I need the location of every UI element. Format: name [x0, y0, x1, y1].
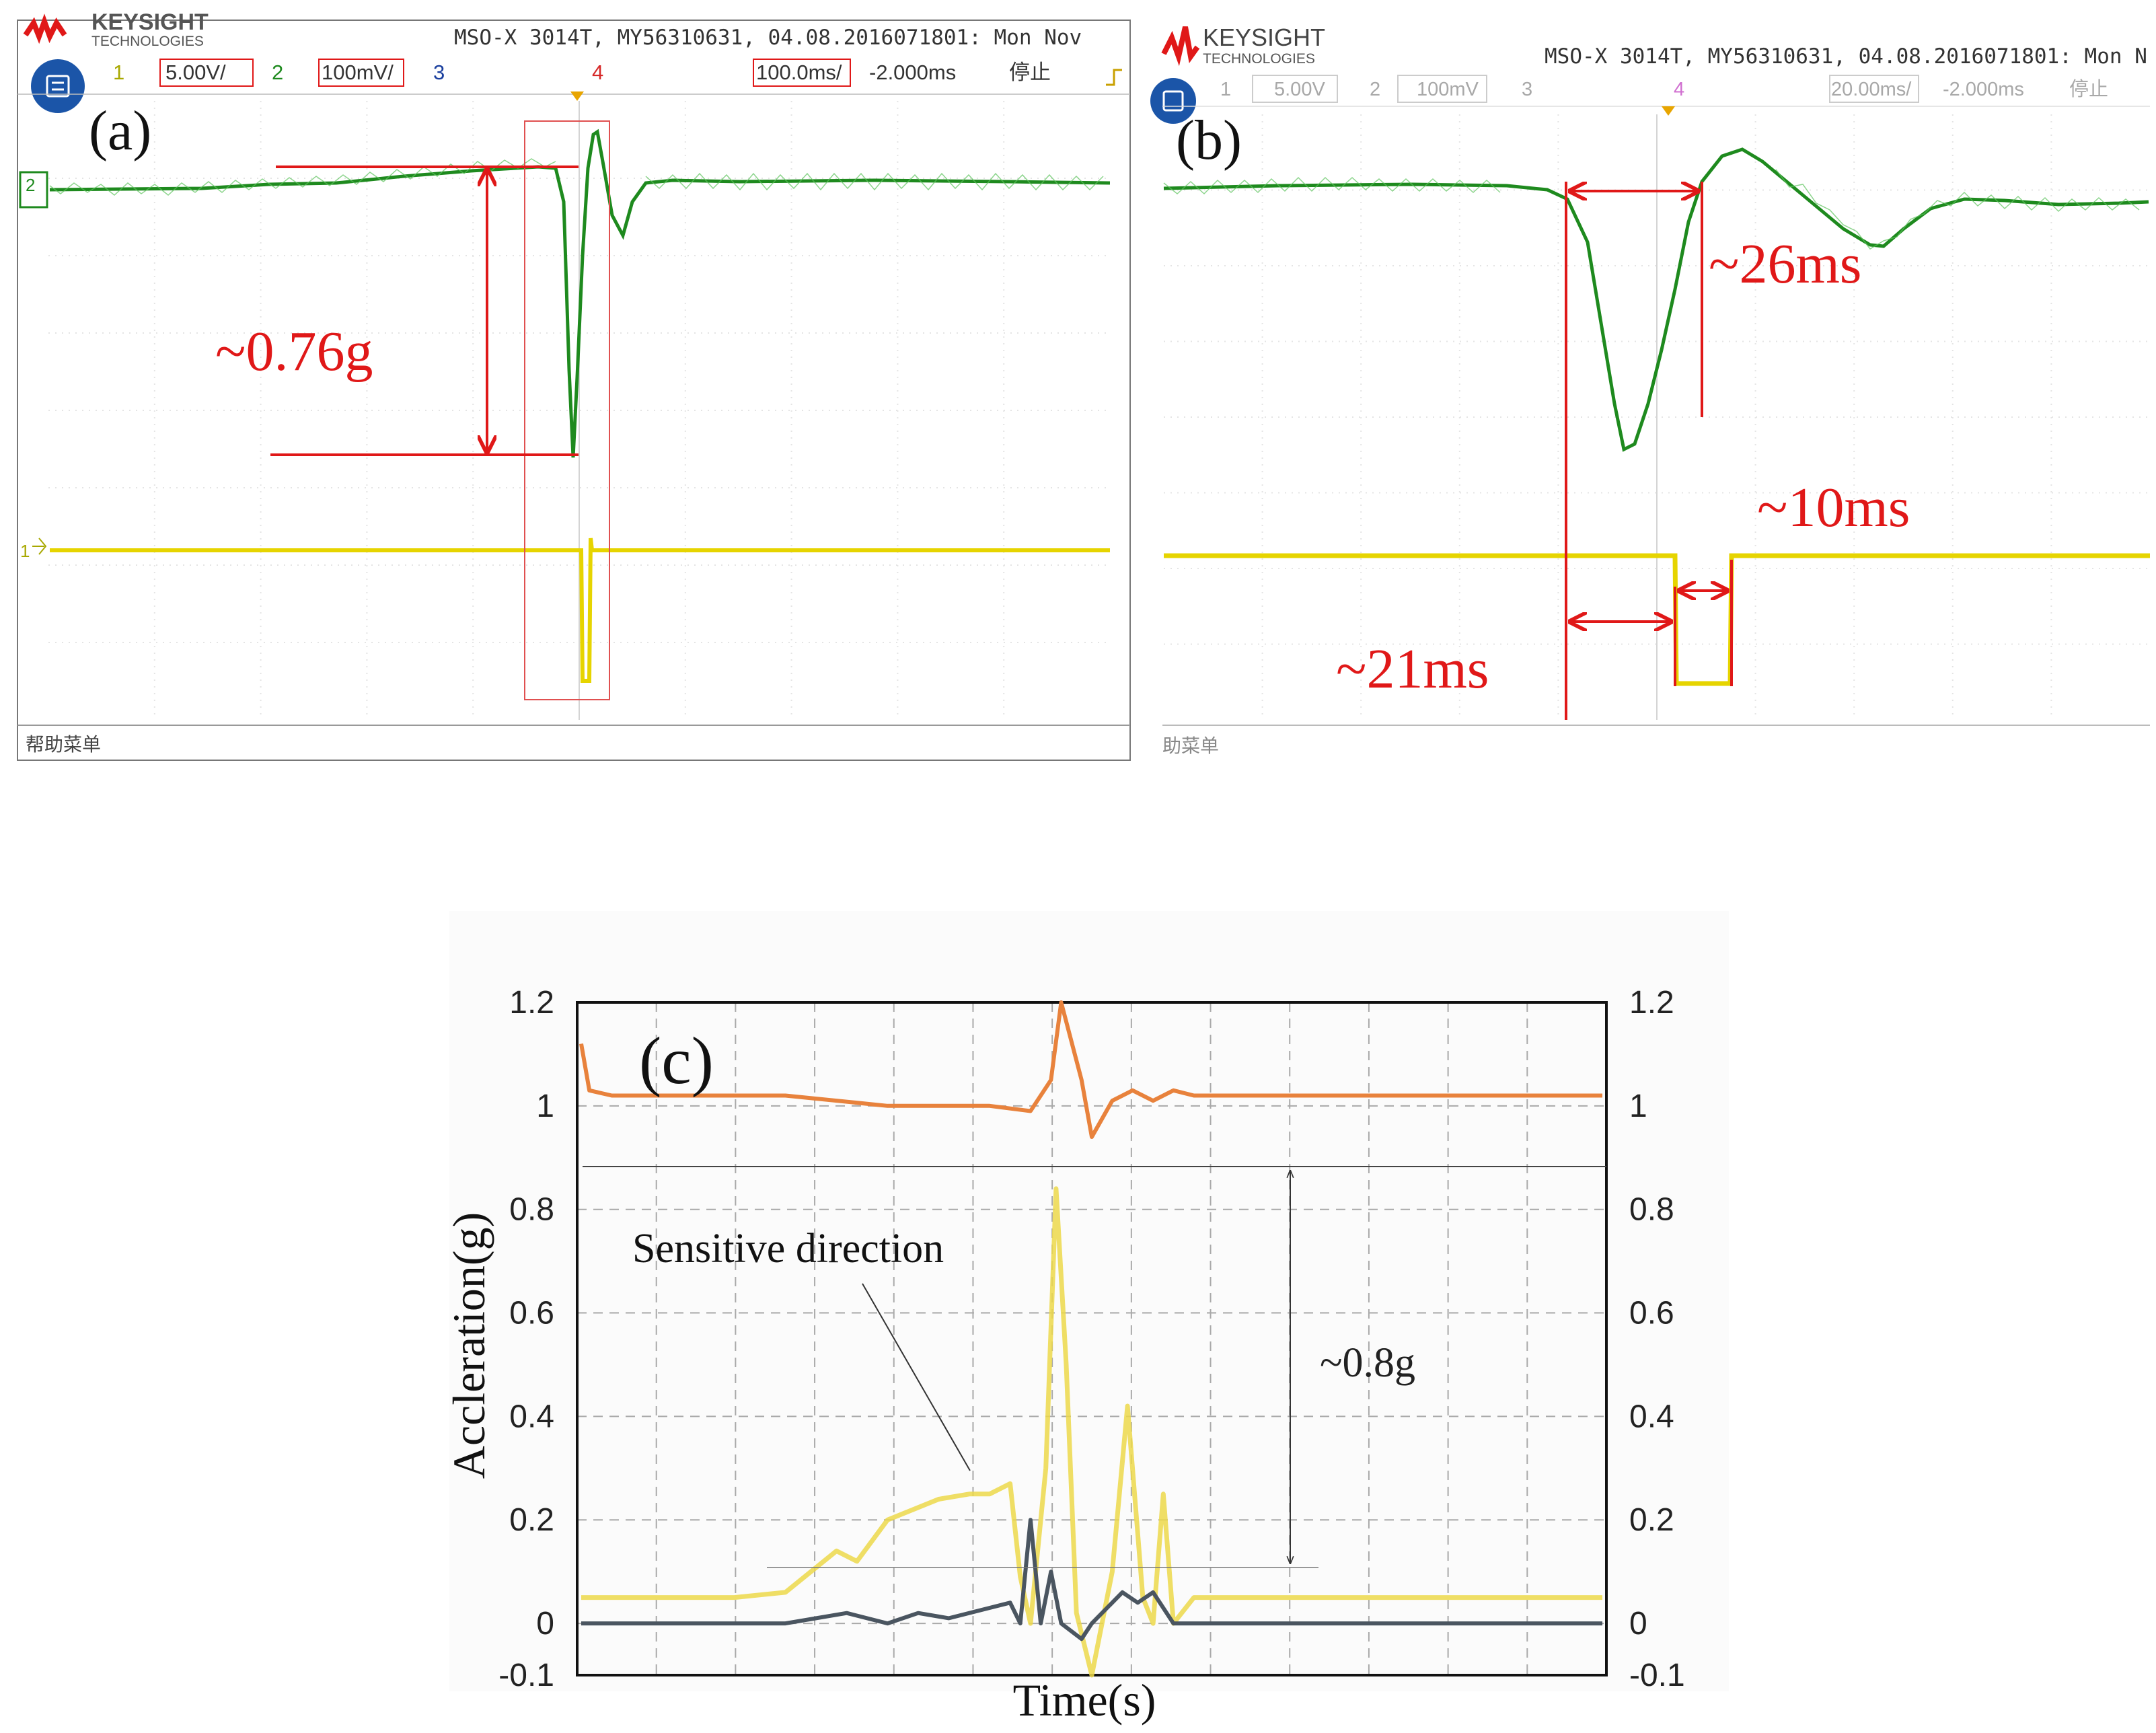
annotation-26ms: ~26ms: [1709, 233, 1861, 295]
y-tick-label-left: 0.2: [509, 1502, 554, 1538]
series-line-gray: [581, 1518, 1602, 1642]
panel-b-green-trace: [1163, 147, 2149, 452]
menu-button[interactable]: [31, 59, 85, 113]
x-axis-label: Time(s): [1013, 1674, 1156, 1726]
brand-name: KEYSIGHT: [91, 9, 209, 35]
y-axis-label: Accleration(g): [443, 1212, 494, 1479]
y-tick-label-left: 0.4: [509, 1399, 554, 1434]
y-tick-label-right: 1: [1629, 1089, 1647, 1124]
menu-button-b[interactable]: [1150, 78, 1196, 124]
channel-2-number: 2: [272, 61, 283, 84]
channel-2-scale[interactable]: 100mV/: [322, 61, 394, 84]
annotation-10ms: ~10ms: [1757, 476, 1910, 539]
keysight-logo-b: [1161, 26, 1200, 67]
help-menu[interactable]: 帮助菜单: [26, 734, 101, 755]
channel-4-number: 4: [592, 61, 603, 84]
annotation-21ms: ~21ms: [1336, 638, 1489, 700]
channel-2-scale-b[interactable]: 100mV: [1417, 79, 1479, 100]
y-tick-label-right: 0.2: [1629, 1502, 1674, 1538]
brand-name-b: KEYSIGHT: [1203, 24, 1325, 51]
y-axis-right: 1.2 1 0.8 0.6 0.4 0.2 0 -0.1: [1629, 985, 1685, 1693]
panel-b-yellow-trace: [1164, 553, 2150, 686]
brand-subtitle-b: TECHNOLOGIES: [1203, 51, 1315, 67]
timebase[interactable]: 100.0ms/: [756, 61, 842, 84]
trigger-edge-icon: [1106, 69, 1122, 86]
menu-icon-b: [1162, 90, 1184, 112]
run-state: 停止: [1009, 61, 1051, 84]
scope-grid: [48, 101, 1110, 720]
panel-a-yellow-trace: [50, 538, 1110, 683]
channel-1-scale-b[interactable]: 5.00V: [1274, 79, 1325, 100]
trigger-position-marker-b: [1662, 106, 1675, 116]
channel-1-marker-label: 1: [20, 541, 30, 561]
span-annotation-c: ~0.8g: [1320, 1340, 1415, 1386]
y-tick-label-left: 1.2: [509, 985, 554, 1021]
y-tick-label-left: 1: [536, 1089, 554, 1124]
series-line-orange: [579, 1000, 1602, 1139]
amplitude-annotation: ~0.76g: [215, 320, 373, 383]
channel-2-marker-label: 2: [26, 175, 35, 195]
help-menu-b[interactable]: 助菜单: [1162, 735, 1219, 756]
y-tick-label-right: 0.4: [1629, 1399, 1674, 1434]
instrument-info-b: MSO-X 3014T, MY56310631, 04.08.201607180…: [1545, 44, 2147, 69]
y-tick-label-left: 0: [536, 1606, 554, 1642]
panel-a-scope-screen: KEYSIGHT TECHNOLOGIES MSO-X 3014T, MY563…: [17, 9, 1131, 761]
brand-subtitle: TECHNOLOGIES: [91, 34, 204, 49]
sensitive-direction-leader: [862, 1283, 971, 1471]
series-line-yellow: [581, 1186, 1602, 1678]
event-highlight-box: [524, 120, 610, 700]
y-tick-label-right: 0: [1629, 1606, 1647, 1642]
instrument-info: MSO-X 3014T, MY56310631, 04.08.201607180…: [454, 26, 1082, 50]
panel-c-chart: 1.2 1 0.8 0.6 0.4 0.2 0 -0.1 1.2 1 0.8 0.6 0.4 0.2 0 -…: [443, 911, 1729, 1726]
channel-2-ground-marker: [19, 171, 48, 209]
sensitive-direction-label: Sensitive direction: [632, 1226, 944, 1271]
y-tick-label-left: -0.1: [498, 1658, 554, 1693]
panel-label-b: (b): [1176, 109, 1242, 172]
y-tick-label-left: 0.6: [509, 1296, 554, 1331]
channel-1-scale[interactable]: 5.00V/: [165, 61, 226, 84]
channel-3-number-b: 3: [1522, 79, 1532, 100]
keysight-logo: [23, 13, 67, 44]
delay: -2.000ms: [869, 61, 956, 84]
delay-b: -2.000ms: [1943, 79, 2024, 100]
series-group: [579, 1000, 1602, 1678]
trigger-position-marker: [570, 91, 584, 101]
panel-label-a: (a): [89, 100, 151, 162]
run-state-b: 停止: [2069, 78, 2108, 100]
menu-icon: [46, 75, 70, 98]
channel-4-number-b: 4: [1674, 79, 1684, 100]
channel-1-number: 1: [113, 61, 124, 84]
panel-b-green-noise: [1163, 169, 2140, 250]
y-tick-label-right: 1.2: [1629, 985, 1674, 1021]
channel-2-number-b: 2: [1370, 79, 1380, 100]
panel-b-scope-screen: KEYSIGHT TECHNOLOGIES MSO-X 3014T, MY563…: [1150, 20, 2150, 760]
channel-3-number: 3: [433, 61, 445, 84]
y-tick-label-left: 0.8: [509, 1192, 554, 1228]
y-tick-label-right: 0.6: [1629, 1296, 1674, 1331]
panel-label-c: (c): [639, 1023, 714, 1098]
y-axis-left: 1.2 1 0.8 0.6 0.4 0.2 0 -0.1: [498, 985, 554, 1693]
y-tick-label-right: 0.8: [1629, 1192, 1674, 1228]
timebase-b[interactable]: 20.00ms/: [1831, 79, 1912, 100]
y-tick-label-right: -0.1: [1629, 1658, 1685, 1693]
channel-1-number-b: 1: [1220, 79, 1231, 100]
